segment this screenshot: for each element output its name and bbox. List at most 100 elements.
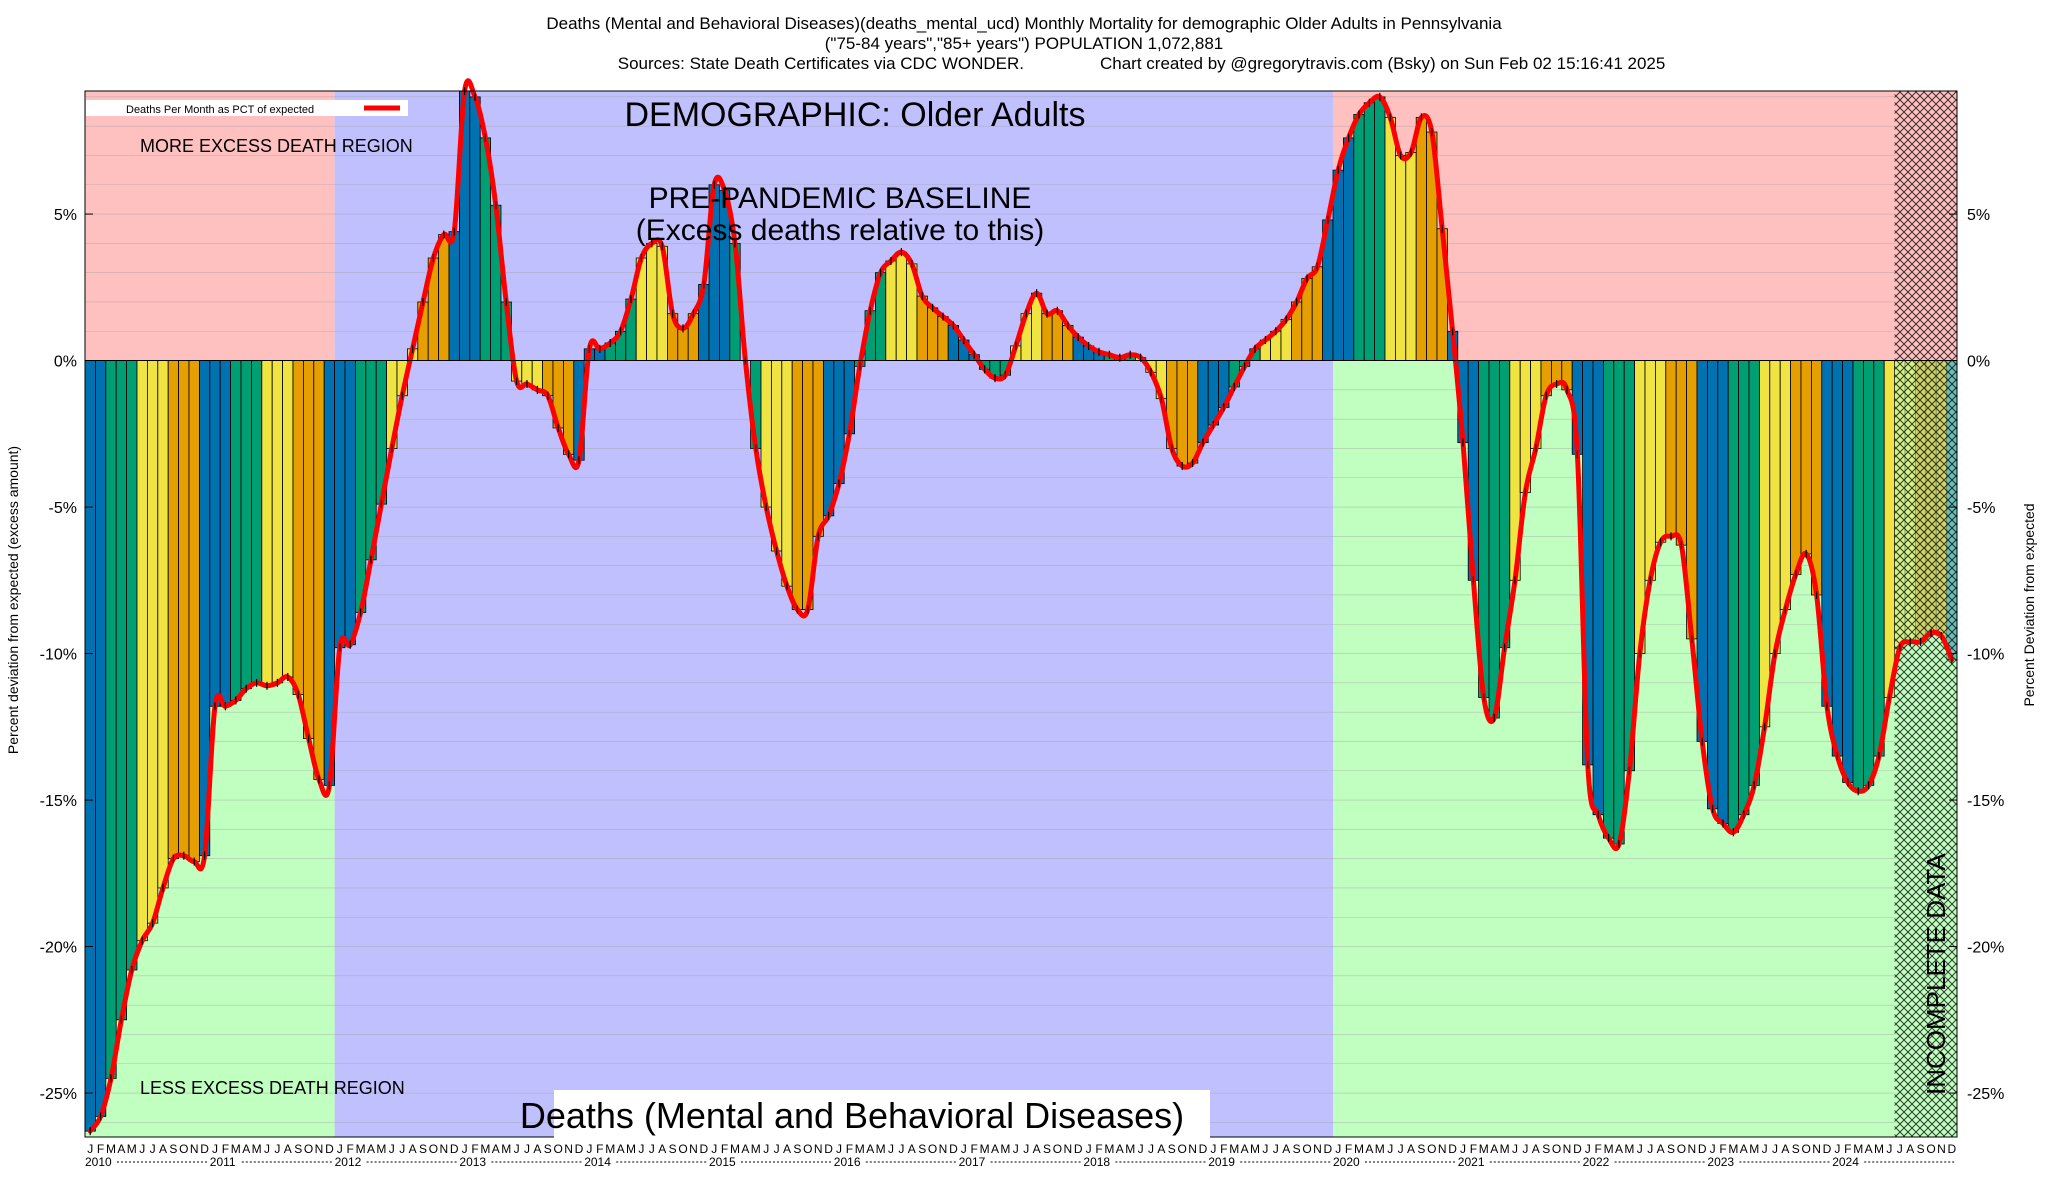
x-month-label: J bbox=[150, 1142, 156, 1156]
x-month-label: J bbox=[1647, 1142, 1653, 1156]
x-month-label: A bbox=[908, 1142, 916, 1156]
x-month-label: A bbox=[1615, 1142, 1623, 1156]
bar bbox=[240, 360, 252, 690]
x-month-label: J bbox=[888, 1142, 894, 1156]
x-month-label: D bbox=[824, 1142, 833, 1156]
x-year-label: 2022 bbox=[1583, 1155, 1610, 1169]
y-tick-label-left: -15% bbox=[40, 793, 77, 810]
x-month-label: A bbox=[1781, 1142, 1789, 1156]
x-month-label: M bbox=[1229, 1142, 1239, 1156]
x-year-label: 2010 bbox=[85, 1155, 112, 1169]
x-month-label: D bbox=[1573, 1142, 1582, 1156]
x-month-label: M bbox=[1874, 1142, 1884, 1156]
x-month-label: N bbox=[689, 1142, 698, 1156]
x-month-label: M bbox=[1125, 1142, 1135, 1156]
x-month-label: J bbox=[389, 1142, 395, 1156]
x-month-label: F bbox=[97, 1142, 104, 1156]
x-month-label: A bbox=[866, 1142, 874, 1156]
less-region-label: LESS EXCESS DEATH REGION bbox=[140, 1078, 405, 1098]
x-year-label: 2023 bbox=[1707, 1155, 1734, 1169]
x-month-label: S bbox=[544, 1142, 552, 1156]
x-month-label: D bbox=[1823, 1142, 1832, 1156]
bar bbox=[1717, 360, 1729, 824]
x-month-label: O bbox=[928, 1142, 937, 1156]
x-month-label: S bbox=[169, 1142, 177, 1156]
x-month-label: F bbox=[1719, 1142, 1726, 1156]
x-month-label: A bbox=[658, 1142, 666, 1156]
y-tick-label-right: -20% bbox=[1967, 940, 2004, 957]
bar bbox=[1374, 96, 1386, 361]
y-tick-label-left: -5% bbox=[49, 500, 77, 517]
bar bbox=[230, 360, 242, 701]
x-month-label: A bbox=[617, 1142, 625, 1156]
legend: Deaths Per Month as PCT of expected bbox=[86, 100, 408, 116]
x-month-label: S bbox=[1917, 1142, 1925, 1156]
bar bbox=[812, 360, 824, 537]
x-month-label: N bbox=[564, 1142, 573, 1156]
bar bbox=[178, 360, 190, 857]
x-month-label: A bbox=[991, 1142, 999, 1156]
x-month-label: A bbox=[1241, 1142, 1249, 1156]
bar bbox=[1311, 266, 1323, 361]
bar bbox=[1644, 360, 1656, 581]
x-month-label: J bbox=[1710, 1142, 1716, 1156]
x-month-label: J bbox=[1637, 1142, 1643, 1156]
x-month-label: O bbox=[1178, 1142, 1187, 1156]
bar bbox=[1353, 114, 1365, 361]
bottom-title-background bbox=[554, 1090, 1210, 1140]
bar bbox=[282, 360, 294, 678]
y-tick-label-right: -25% bbox=[1967, 1086, 2004, 1103]
demographic-label: DEMOGRAPHIC: Older Adults bbox=[624, 96, 1085, 134]
incomplete-hatch bbox=[1894, 91, 1957, 1137]
x-month-label: D bbox=[949, 1142, 958, 1156]
x-month-label: A bbox=[1532, 1142, 1540, 1156]
x-month-label: F bbox=[596, 1142, 603, 1156]
x-month-label: F bbox=[846, 1142, 853, 1156]
bar bbox=[1499, 360, 1511, 649]
x-month-label: S bbox=[793, 1142, 801, 1156]
bar bbox=[209, 360, 221, 707]
y-axis-label-left: Percent deviation from expected (excess … bbox=[5, 446, 21, 754]
x-month-label: F bbox=[971, 1142, 978, 1156]
y-tick-label-right: -15% bbox=[1967, 793, 2004, 810]
x-month-label: N bbox=[1438, 1142, 1447, 1156]
bar bbox=[1613, 360, 1625, 845]
bar bbox=[885, 260, 897, 361]
x-month-label: J bbox=[961, 1142, 967, 1156]
x-month-label: J bbox=[1210, 1142, 1216, 1156]
x-month-label: M bbox=[1624, 1142, 1634, 1156]
bar bbox=[354, 360, 367, 613]
x-month-label: M bbox=[1104, 1142, 1114, 1156]
x-month-label: M bbox=[730, 1142, 740, 1156]
x-month-label: J bbox=[139, 1142, 145, 1156]
x-month-label: J bbox=[1522, 1142, 1528, 1156]
x-month-label: J bbox=[649, 1142, 655, 1156]
x-month-label: F bbox=[1095, 1142, 1102, 1156]
x-month-label: S bbox=[669, 1142, 677, 1156]
x-month-label: S bbox=[1792, 1142, 1800, 1156]
x-year-label: 2020 bbox=[1333, 1155, 1360, 1169]
x-month-label: J bbox=[1335, 1142, 1341, 1156]
x-month-label: S bbox=[1542, 1142, 1550, 1156]
bar bbox=[916, 295, 928, 361]
x-month-label: F bbox=[1844, 1142, 1851, 1156]
y-tick-label-left: 0% bbox=[54, 354, 77, 371]
x-month-label: J bbox=[638, 1142, 644, 1156]
legend-label: Deaths Per Month as PCT of expected bbox=[126, 104, 314, 116]
chart-title-line-2: ("75-84 years","85+ years") POPULATION 1… bbox=[824, 34, 1224, 53]
x-month-label: J bbox=[212, 1142, 218, 1156]
bar bbox=[1800, 360, 1812, 555]
bar bbox=[438, 234, 450, 361]
bar bbox=[1852, 360, 1864, 792]
x-month-label: O bbox=[1302, 1142, 1311, 1156]
x-month-label: J bbox=[399, 1142, 405, 1156]
x-month-label: J bbox=[1585, 1142, 1591, 1156]
x-month-label: J bbox=[1387, 1142, 1393, 1156]
x-month-label: M bbox=[252, 1142, 262, 1156]
bar bbox=[250, 360, 263, 684]
y-tick-label-right: 0% bbox=[1967, 354, 1990, 371]
bar bbox=[927, 307, 939, 361]
bar bbox=[1873, 360, 1885, 757]
x-month-label: M bbox=[751, 1142, 761, 1156]
